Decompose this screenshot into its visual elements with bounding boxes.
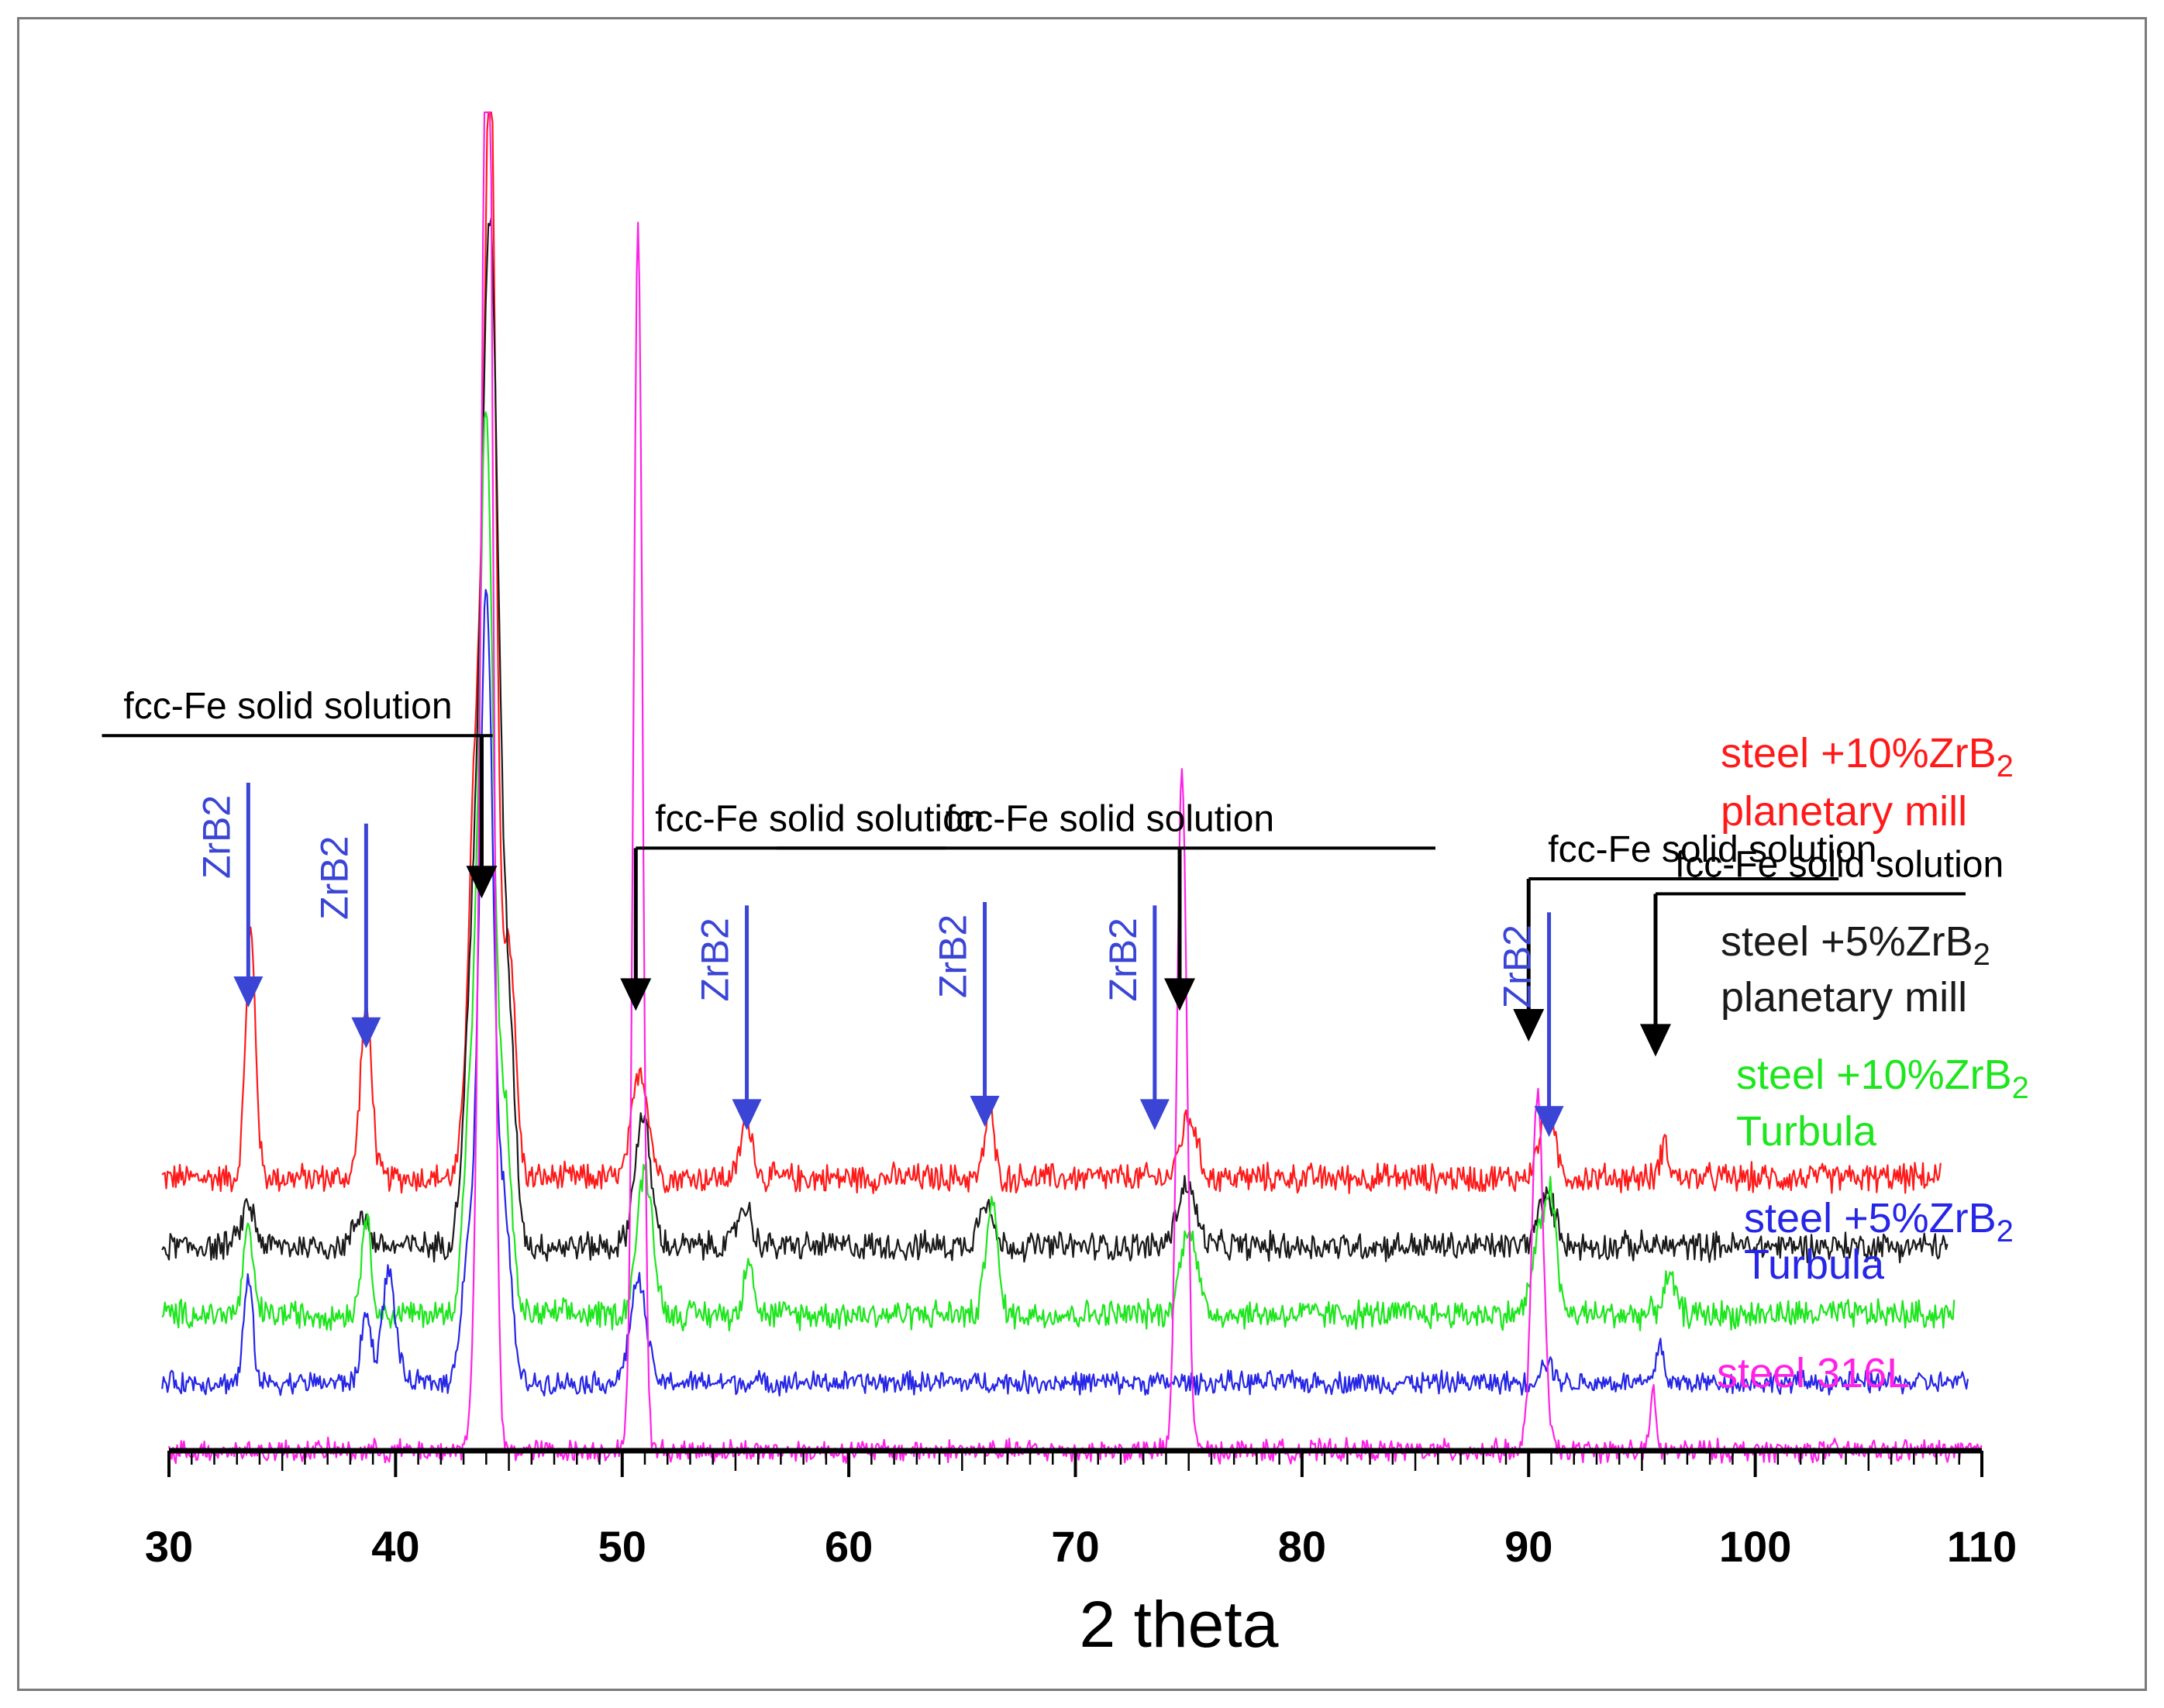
series-label-line2: Turbula [1736, 1108, 1877, 1155]
fcc-fe-label: fcc-Fe solid solution [655, 798, 984, 839]
series-label-line2: planetary mill [1721, 788, 1967, 835]
annotation-5: fcc-Fe solid solution [1639, 844, 2004, 1057]
series-label-line1: steel +10%ZrB2 [1721, 730, 2014, 783]
series-label-main: steel 316L [1717, 1350, 1910, 1396]
zrb2-label: ZrB2 [932, 914, 975, 998]
down-arrow-icon [970, 1096, 1000, 1127]
series-line-5 [167, 111, 1983, 1465]
down-arrow-icon [732, 1099, 762, 1131]
x-tick-label: 60 [825, 1522, 873, 1571]
series-label-main: steel +5%ZrB [1721, 918, 1973, 965]
series-label-line2: Turbula [1744, 1241, 1885, 1288]
series-label-main: steel +10%ZrB [1721, 730, 1997, 777]
series-layer [161, 111, 1983, 1465]
annotation-1: fcc-Fe solid solution [102, 686, 498, 899]
annotation-3: fcc-Fe solid solution [776, 798, 1435, 1011]
series-label-1: steel +10%ZrB2 planetary mill [1721, 730, 2014, 835]
down-arrow-icon [620, 978, 652, 1011]
series-line-4 [161, 589, 1969, 1397]
zrb2-label: ZrB2 [694, 918, 737, 1001]
zrb2-label: ZrB2 [1496, 925, 1539, 1008]
x-tick-label: 100 [1719, 1522, 1791, 1571]
fcc-fe-label: fcc-Fe solid solution [123, 686, 452, 727]
series-label-main: steel +5%ZrB [1744, 1195, 1997, 1241]
x-axis-label: 2 theta [1080, 1588, 1279, 1661]
series-label-subscript: 2 [1973, 938, 1990, 972]
x-tick-label: 80 [1278, 1522, 1326, 1571]
series-label-line1: steel +5%ZrB2 [1721, 918, 1990, 972]
series-label-subscript: 2 [1997, 749, 2014, 783]
annotation-4: fcc-Fe solid solution [1513, 829, 1876, 1042]
zrb2-label: ZrB2 [1101, 918, 1145, 1001]
fcc-fe-label: fcc-Fe solid solution [1548, 829, 1876, 870]
annotation-9: ZrB2 [932, 902, 1000, 1127]
series-line-3 [161, 411, 1956, 1332]
x-tick-label: 30 [145, 1522, 193, 1571]
down-arrow-icon [233, 976, 264, 1007]
down-arrow-icon [1163, 978, 1195, 1011]
series-line-1 [161, 111, 1942, 1194]
annotation-7: ZrB2 [312, 823, 381, 1049]
series-label-line1: steel +5%ZrB2 [1744, 1195, 2014, 1248]
annotation-8: ZrB2 [694, 905, 762, 1131]
x-axis: 30 40 50 60 70 80 90 100 110 [145, 1448, 2017, 1571]
down-arrow-icon [1139, 1099, 1170, 1131]
series-label-line2: planetary mill [1721, 974, 1967, 1021]
series-label-subscript: 2 [1997, 1214, 2014, 1248]
down-arrow-icon [1639, 1024, 1671, 1057]
zrb2-label: ZrB2 [312, 836, 356, 920]
series-line-2 [161, 217, 1949, 1264]
annotation-11: ZrB2 [1496, 912, 1564, 1138]
down-arrow-icon [466, 866, 498, 899]
series-label-5: steel 316L [1717, 1350, 1910, 1396]
down-arrow-icon [1513, 1009, 1545, 1042]
series-label-subscript: 2 [2012, 1071, 2029, 1105]
fcc-fe-label: fcc-Fe solid solution [1675, 844, 2004, 885]
down-arrow-icon [351, 1017, 381, 1049]
annotation-6: ZrB2 [195, 783, 264, 1007]
x-tick-label: 50 [598, 1522, 646, 1571]
figure-frame [17, 17, 2147, 1691]
fcc-fe-label: fcc-Fe solid solution [946, 798, 1274, 839]
x-tick-label: 110 [1947, 1522, 2017, 1571]
annotation-2: fcc-Fe solid solution [620, 798, 984, 1011]
annotation-10: ZrB2 [1101, 905, 1170, 1131]
zrb2-label: ZrB2 [195, 795, 238, 879]
x-tick-label: 70 [1051, 1522, 1099, 1571]
series-label-main: steel +10%ZrB [1736, 1052, 2012, 1098]
down-arrow-icon [1534, 1106, 1564, 1138]
x-tick-label: 90 [1504, 1522, 1552, 1571]
series-label-line1: steel 316L [1717, 1350, 1910, 1396]
series-label-line1: steel +10%ZrB2 [1736, 1052, 2029, 1105]
x-tick-label: 40 [371, 1522, 419, 1571]
